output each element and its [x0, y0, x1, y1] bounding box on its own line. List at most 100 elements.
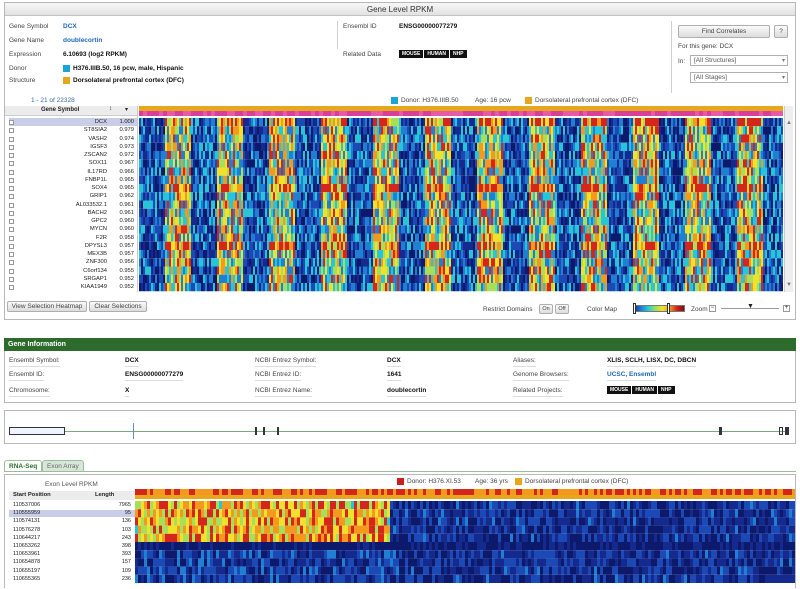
tab-exon-array[interactable]: Exon Array: [42, 460, 84, 471]
row-checkbox[interactable]: [9, 186, 14, 191]
ensembl-id-info-value: ENSG00000077279: [125, 369, 183, 381]
color-map-handle-left[interactable]: [633, 303, 636, 314]
human-tag[interactable]: HUMAN: [632, 386, 657, 394]
exon-list-header: Start Position Length: [9, 491, 135, 500]
view-selection-heatmap-button[interactable]: View Selection Heatmap: [7, 301, 87, 312]
row-checkbox[interactable]: [9, 252, 14, 257]
restrict-domains-label: Restrict Domains: [483, 306, 532, 313]
row-checkbox[interactable]: [9, 137, 14, 142]
zoom-out-icon[interactable]: −: [709, 305, 716, 312]
human-tag[interactable]: HUMAN: [424, 50, 449, 58]
table-row[interactable]: ST8SIA2 0.979: [9, 126, 137, 134]
help-button[interactable]: ?: [774, 25, 788, 38]
row-checkbox[interactable]: [9, 203, 14, 208]
row-checkbox[interactable]: [9, 170, 14, 175]
gene-heatmap-canvas[interactable]: [139, 106, 783, 292]
gene-heatmap[interactable]: [139, 106, 783, 292]
restrict-on-button[interactable]: On: [539, 304, 553, 314]
correlation-cell: 0.965: [112, 176, 134, 184]
exon-heatmap[interactable]: [135, 489, 795, 589]
heatmap-scrollbar[interactable]: ▲ ▼: [784, 106, 793, 292]
row-checkbox[interactable]: [9, 178, 14, 183]
row-checkbox[interactable]: [9, 128, 14, 133]
row-checkbox[interactable]: [9, 219, 14, 224]
scroll-up-icon[interactable]: ▲: [786, 120, 792, 126]
restrict-off-button[interactable]: Off: [555, 304, 569, 314]
nhp-tag[interactable]: NHP: [450, 50, 467, 58]
gene-name-value[interactable]: doublecortin: [63, 37, 102, 44]
row-checkbox[interactable]: [9, 244, 14, 249]
row-checkbox[interactable]: [9, 285, 14, 290]
stages-select-value: [All Stages]: [694, 74, 727, 81]
mouse-tag[interactable]: MOUSE: [607, 386, 631, 394]
row-checkbox[interactable]: [9, 153, 14, 158]
gene-symbol-cell: SOX11: [29, 159, 107, 167]
row-checkbox[interactable]: [9, 260, 14, 265]
row-checkbox[interactable]: [9, 194, 14, 199]
start-position-column-header[interactable]: Start Position: [13, 492, 51, 498]
color-map-gradient[interactable]: [633, 305, 685, 312]
clear-selections-button[interactable]: Clear Selections: [89, 301, 147, 312]
nhp-tag[interactable]: NHP: [658, 386, 675, 394]
row-checkbox[interactable]: [9, 161, 14, 166]
stages-select[interactable]: [All Stages]▾: [690, 72, 788, 83]
zoom-slider-handle[interactable]: ▼: [747, 303, 754, 310]
structures-select[interactable]: [All Structures]▾: [690, 55, 788, 66]
row-checkbox[interactable]: [9, 236, 14, 241]
correlation-cell: 0.979: [112, 126, 134, 134]
exon-heatmap-canvas[interactable]: [135, 489, 795, 589]
gene-symbol-cell: ST8SIA2: [29, 126, 107, 134]
row-checkbox[interactable]: [9, 227, 14, 232]
row-checkbox[interactable]: [9, 269, 14, 274]
zoom-in-icon[interactable]: +: [783, 305, 790, 312]
row-checkbox[interactable]: [9, 211, 14, 216]
tab-rnaseq[interactable]: RNA-Seq: [4, 460, 42, 471]
row-checkbox[interactable]: [9, 145, 14, 150]
scroll-down-icon[interactable]: ▼: [786, 282, 792, 288]
gene-symbol-value[interactable]: DCX: [63, 23, 77, 30]
row-checkbox[interactable]: [9, 277, 14, 282]
track-exon: [785, 427, 789, 435]
length-column-header[interactable]: Length: [95, 492, 114, 498]
genome-browsers-links[interactable]: UCSC, Ensembl: [607, 369, 656, 381]
start-position-cell: 110576278: [13, 527, 40, 534]
find-correlates-button[interactable]: Find Correlates: [678, 25, 770, 38]
genome-track[interactable]: [4, 410, 796, 444]
row-checkbox[interactable]: [9, 120, 14, 125]
color-map-handle-right[interactable]: [667, 303, 670, 314]
gene-symbol-column-header[interactable]: Gene Symbol: [41, 107, 79, 113]
sort-down-icon[interactable]: ▾: [125, 106, 128, 113]
mouse-tag[interactable]: MOUSE: [399, 50, 423, 58]
sort-arrow-icon[interactable]: ↕: [109, 106, 112, 112]
